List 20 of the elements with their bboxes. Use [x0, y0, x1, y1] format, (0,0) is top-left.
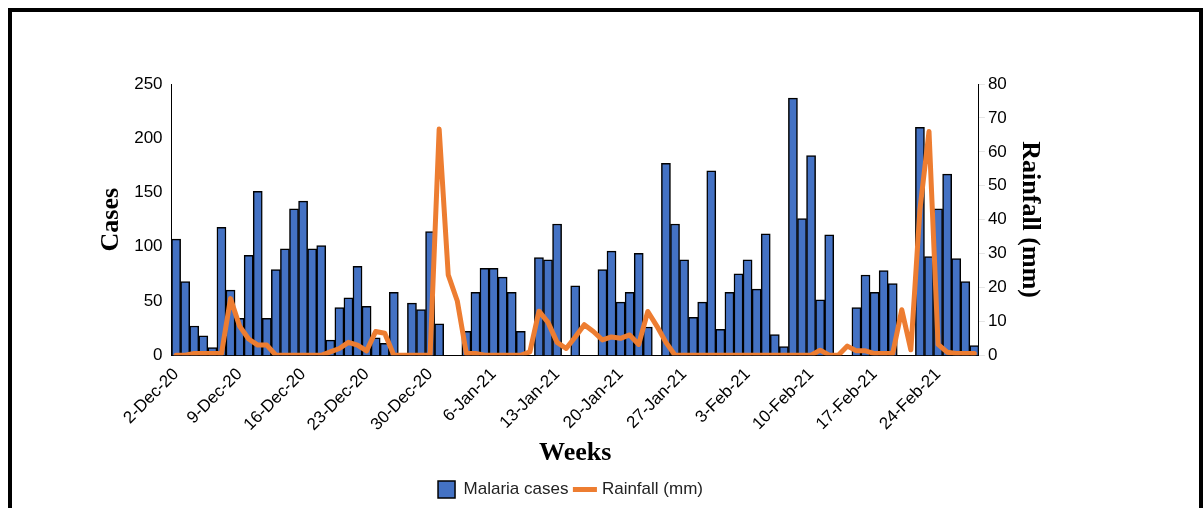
y-tick-label: 250 [134, 73, 163, 93]
y2-tick-label: 30 [987, 243, 1007, 263]
y-tick-label: 50 [143, 290, 163, 310]
y-tick-label: 0 [153, 344, 163, 364]
y2-tick-label: 20 [987, 277, 1007, 297]
y2-tick-label: 60 [987, 141, 1007, 161]
y2-tick-label: 70 [987, 107, 1007, 127]
y-tick-label: 100 [134, 236, 163, 256]
y-axis-title: Cases [95, 187, 125, 252]
y2-tick-label: 40 [987, 209, 1007, 229]
legend-label: Malaria cases [463, 479, 569, 499]
y2-tick-label: 0 [987, 344, 998, 364]
legend-label: Rainfall (mm) [601, 479, 703, 499]
y-tick-label: 200 [134, 127, 163, 147]
y2-tick-label: 50 [987, 175, 1007, 195]
y2-tick-label: 10 [987, 311, 1007, 331]
x-axis-title: Weeks [539, 437, 612, 467]
y-tick-label: 150 [134, 182, 163, 202]
y2-tick-label: 80 [987, 73, 1007, 93]
y2-axis-title: Rainfall (mm) [1016, 141, 1046, 298]
